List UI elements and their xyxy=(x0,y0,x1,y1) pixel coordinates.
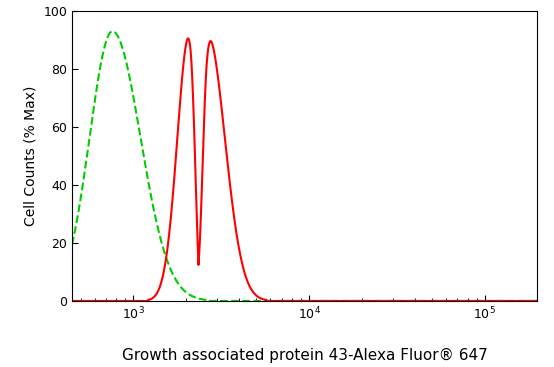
Y-axis label: Cell Counts (% Max): Cell Counts (% Max) xyxy=(24,86,38,226)
Text: Growth associated protein 43-Alexa Fluor® 647: Growth associated protein 43-Alexa Fluor… xyxy=(122,348,488,363)
